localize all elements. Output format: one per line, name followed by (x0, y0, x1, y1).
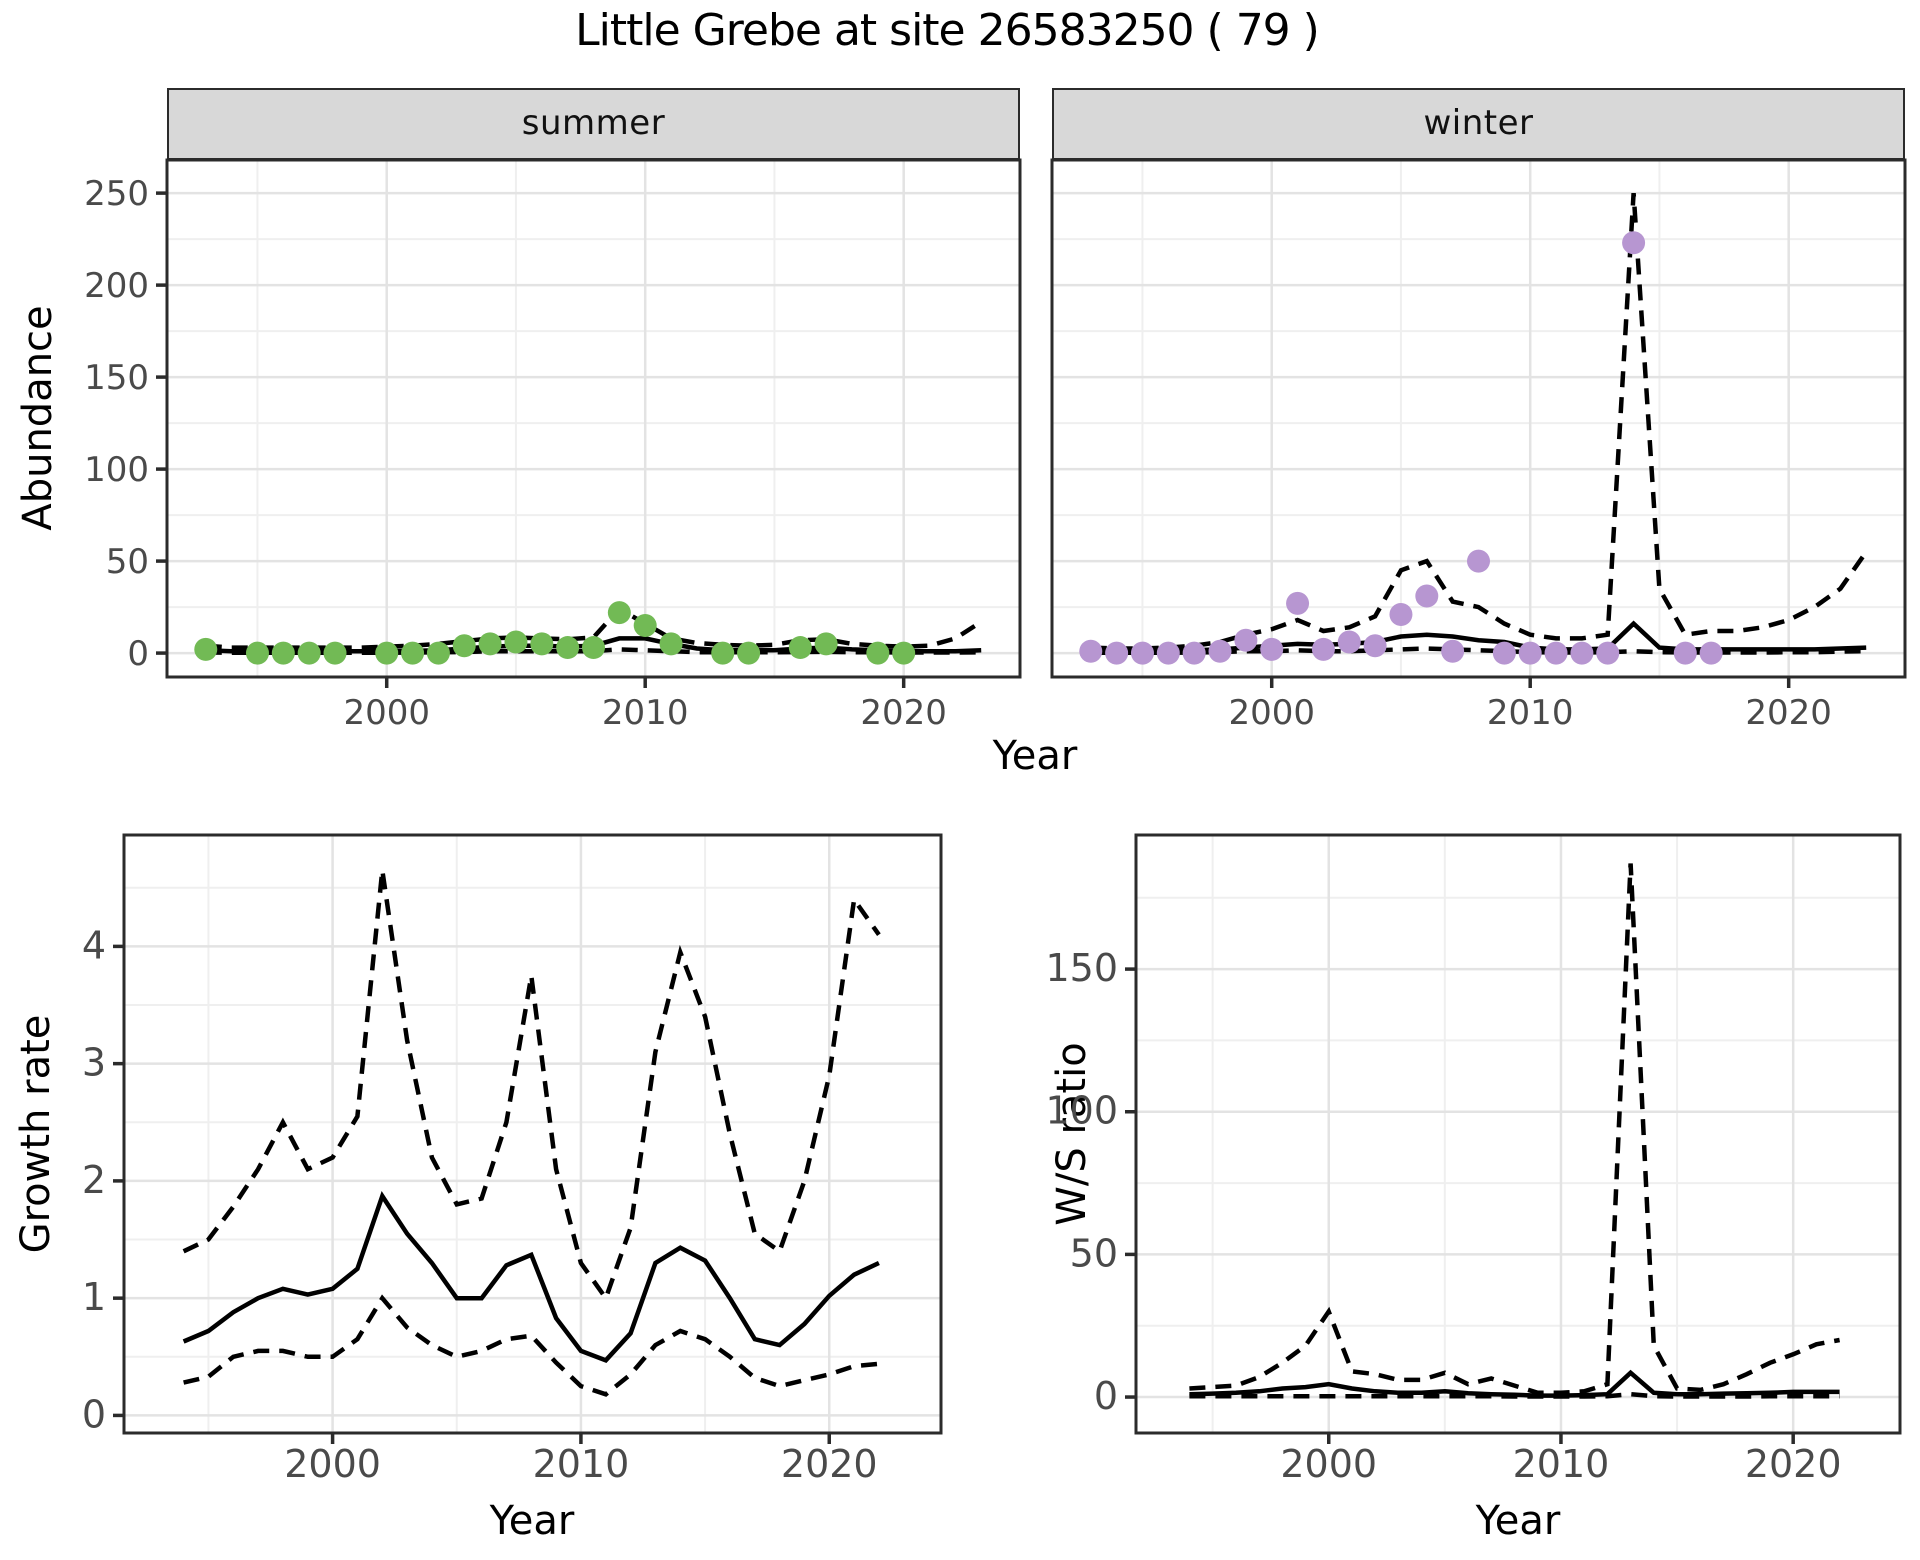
y-tick-label: 250 (84, 174, 149, 214)
lower-ci-line (183, 1294, 880, 1397)
data-point (1389, 602, 1413, 626)
data-point (297, 641, 321, 665)
data-point (1570, 641, 1594, 665)
x-tick-label: 2000 (1228, 693, 1315, 733)
data-point (814, 632, 838, 656)
upper-ci-line (1189, 863, 1841, 1396)
median-line (1189, 1369, 1840, 1398)
x-tick-label: 2020 (1745, 1442, 1842, 1486)
series-abundance_winter (1079, 192, 1869, 665)
x-axis-title-year-bottom-left: Year (489, 1498, 575, 1544)
facet-strip-winter: winter (1052, 88, 1905, 160)
data-point (1337, 630, 1361, 654)
data-point (1311, 637, 1335, 661)
data-point (194, 637, 218, 661)
data-point (1544, 641, 1568, 665)
y-tick-label: 0 (127, 634, 149, 674)
x-axis-title-year-top: Year (992, 733, 1078, 779)
series-growth_rate (182, 869, 881, 1397)
series-ws_ratio (1189, 863, 1841, 1399)
series-abundance_summer (194, 601, 983, 665)
data-point (866, 641, 890, 665)
x-tick-label: 2010 (1487, 693, 1574, 733)
data-point (607, 601, 631, 625)
data-point (1673, 641, 1697, 665)
data-point (478, 632, 502, 656)
data-point (1156, 641, 1180, 665)
panel-abundance_summer: 2000 2010 2020 0 50 100 150 200 250 (84, 158, 1022, 733)
data-point (1596, 641, 1620, 665)
data-point (711, 641, 735, 665)
y-tick-label: 100 (84, 450, 149, 490)
data-point (1415, 584, 1439, 608)
x-tick-label: 2000 (1280, 1442, 1377, 1486)
data-point (323, 641, 347, 665)
x-tick-label: 2010 (533, 1442, 630, 1486)
y-tick-label: 2 (82, 1158, 106, 1202)
y-tick-label: 0 (1094, 1374, 1118, 1418)
data-point (452, 634, 476, 658)
x-tick-label: 2020 (860, 693, 947, 733)
y-tick-label: 100 (1045, 1089, 1118, 1133)
data-point (1518, 641, 1542, 665)
data-point (1467, 549, 1490, 573)
median-line (182, 1191, 880, 1363)
data-point (401, 641, 425, 665)
data-point (271, 641, 295, 665)
data-point (556, 636, 580, 660)
data-point (1699, 641, 1723, 665)
y-tick-label: 4 (82, 923, 106, 967)
x-tick-label: 2010 (1513, 1442, 1610, 1486)
data-point (1286, 591, 1310, 615)
data-point (426, 641, 450, 665)
figure-title: Little Grebe at site 26583250 ( 79 ) (575, 5, 1320, 56)
data-point (659, 632, 683, 656)
y-tick-label: 1 (82, 1275, 106, 1319)
y-tick-label: 50 (106, 542, 149, 582)
facet-strip-winter-label: winter (1423, 103, 1534, 143)
y-tick-label: 0 (82, 1392, 106, 1436)
y-tick-label: 150 (1045, 946, 1118, 990)
facet-strip-summer: summer (167, 88, 1020, 160)
y-tick-label: 200 (84, 266, 149, 306)
data-point (1492, 641, 1516, 665)
y-tick-label: 3 (82, 1041, 106, 1085)
panel-ws_ratio: 2000 2010 2020 0 50 100 150 (1045, 833, 1902, 1486)
data-point (1130, 641, 1154, 665)
upper-ci-line (182, 869, 881, 1304)
data-point (504, 630, 528, 654)
data-point (1234, 628, 1258, 652)
facet-strip-summer-label: summer (521, 103, 666, 143)
data-point (1208, 639, 1232, 663)
x-tick-label: 2010 (602, 693, 689, 733)
data-point (530, 632, 554, 656)
upper-ci-line (1090, 192, 1869, 651)
y-tick-label: 150 (84, 358, 149, 398)
data-point (375, 641, 399, 665)
data-point (737, 641, 761, 665)
x-tick-label: 2000 (284, 1442, 381, 1486)
data-point (788, 636, 812, 660)
y-tick-label: 50 (1070, 1231, 1118, 1275)
x-axis-title-year-bottom-right: Year (1475, 1498, 1561, 1544)
data-point (1622, 231, 1646, 255)
data-point (1363, 634, 1387, 658)
panel-abundance_winter: 2000 2010 2020 (1050, 158, 1907, 733)
data-point (892, 641, 916, 665)
data-point (1441, 639, 1465, 663)
data-point (1105, 641, 1129, 665)
data-point (1182, 641, 1206, 665)
data-point (582, 636, 605, 660)
x-tick-label: 2020 (1745, 693, 1832, 733)
data-point (1079, 639, 1103, 663)
data-point (1260, 637, 1284, 661)
x-tick-label: 2000 (343, 693, 430, 733)
x-tick-label: 2020 (781, 1442, 878, 1486)
data-point (245, 641, 269, 665)
panel-growth_rate: 2000 2010 2020 0 1 2 3 4 (82, 833, 943, 1486)
data-point (633, 613, 657, 637)
